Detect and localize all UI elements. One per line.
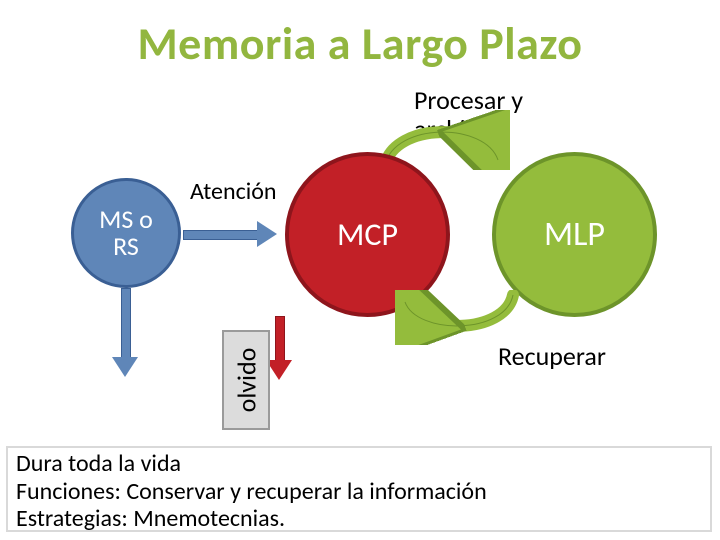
node-mcp-label: MCP bbox=[337, 215, 398, 254]
arrow-mcp-to-olvido bbox=[270, 316, 288, 381]
node-ms-rs-label: MS oRS bbox=[99, 206, 153, 261]
arrow-ms-to-olvido bbox=[116, 288, 134, 378]
label-recuperar: Recuperar bbox=[498, 340, 606, 372]
arrow-ms-to-mcp bbox=[183, 225, 278, 243]
page-title: Memoria a Largo Plazo bbox=[0, 16, 720, 72]
node-ms-rs: MS oRS bbox=[71, 178, 181, 288]
label-atencion: Atención bbox=[190, 177, 277, 206]
footer-line-3: Estrategias: Mnemotecnias. bbox=[16, 505, 702, 533]
node-olvido: olvido bbox=[222, 330, 270, 430]
node-mlp-label: MLP bbox=[544, 214, 605, 255]
node-olvido-label: olvido bbox=[230, 348, 262, 413]
footer-line-1: Dura toda la vida bbox=[16, 450, 702, 478]
arc-arrow-recuperar-icon bbox=[395, 290, 525, 345]
footer-line-2: Funciones: Conservar y recuperar la info… bbox=[16, 478, 702, 506]
footer-box: Dura toda la vida Funciones: Conservar y… bbox=[6, 446, 712, 532]
